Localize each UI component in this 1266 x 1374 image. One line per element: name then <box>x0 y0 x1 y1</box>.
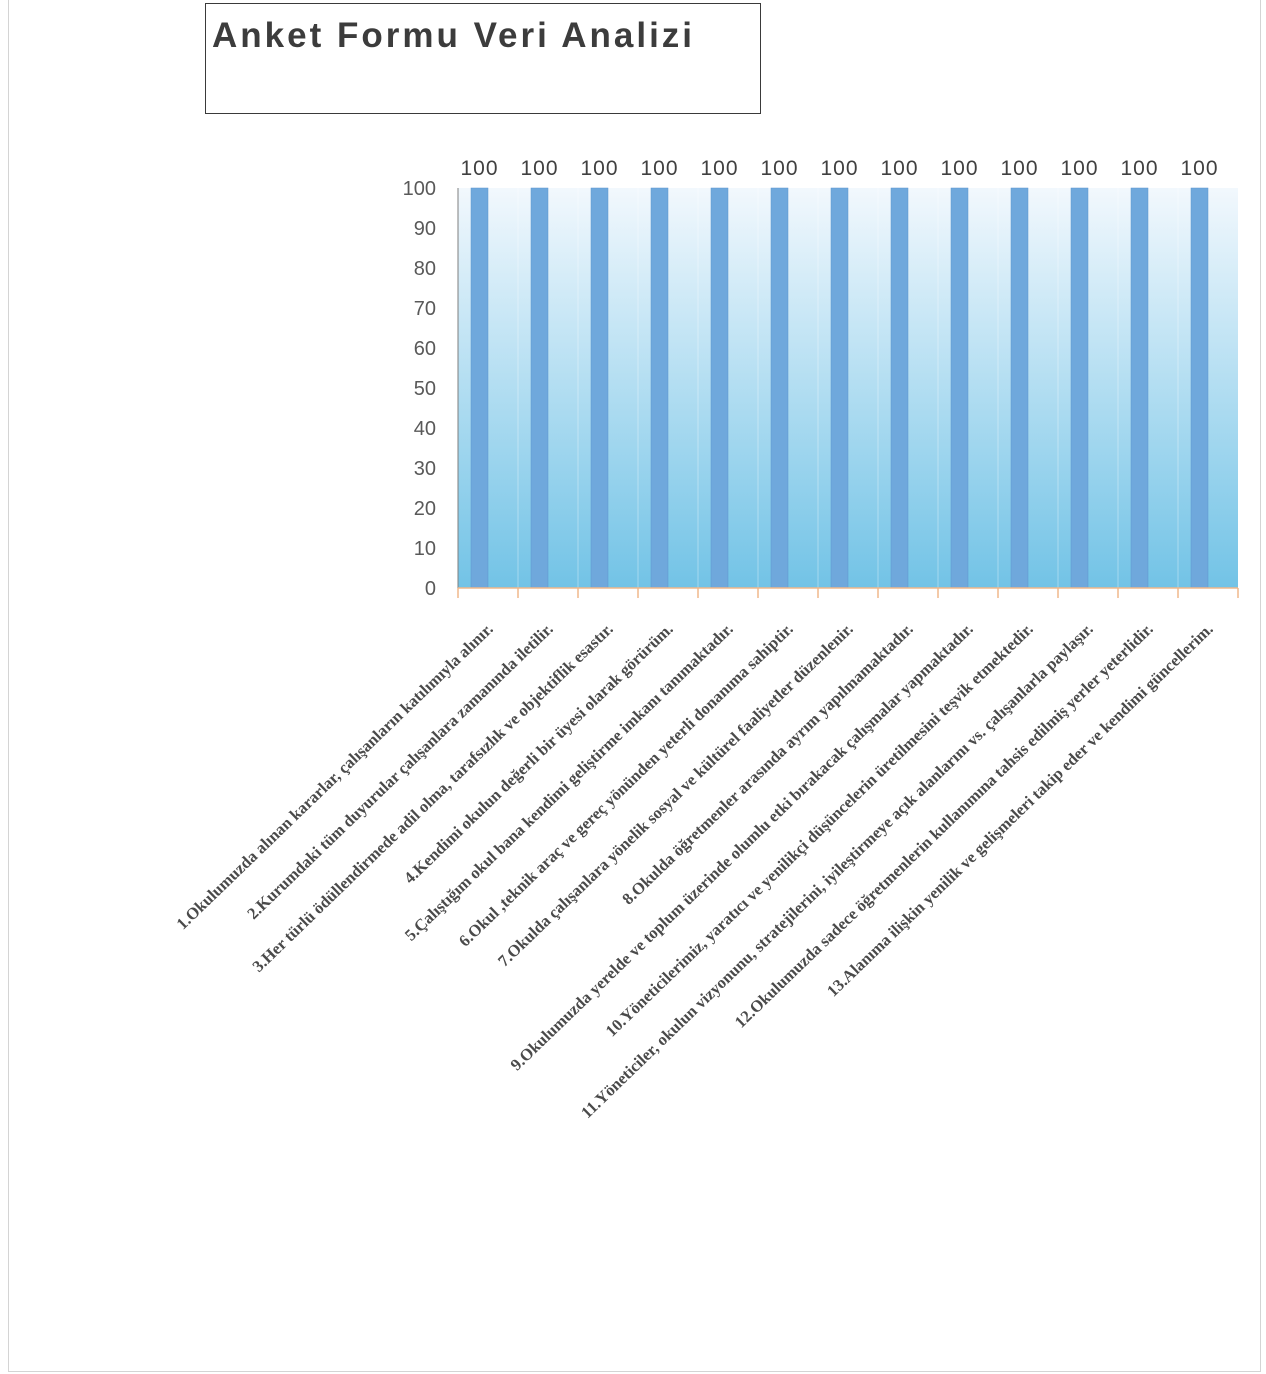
bar <box>770 187 789 589</box>
data-label: 100 <box>460 157 498 180</box>
data-label: 100 <box>1060 157 1098 180</box>
x-category-label: 13.Alanıma ilişkin yenilik ve gelişmeler… <box>823 619 1217 1000</box>
bar <box>590 187 609 589</box>
y-tick-label: 20 <box>414 498 436 520</box>
y-tick-label: 50 <box>414 378 436 400</box>
bar <box>1190 187 1209 589</box>
data-label: 100 <box>640 157 678 180</box>
data-label: 100 <box>700 157 738 180</box>
y-tick-label: 80 <box>414 258 436 280</box>
data-label: 100 <box>880 157 918 180</box>
data-label: 100 <box>520 157 558 180</box>
y-tick-label: 100 <box>403 178 436 200</box>
bar <box>1070 187 1089 589</box>
bar <box>530 187 549 589</box>
data-label: 100 <box>1180 157 1218 180</box>
bar <box>1130 187 1149 589</box>
y-tick-label: 60 <box>414 338 436 360</box>
data-label: 100 <box>940 157 978 180</box>
x-category-label: 8.Okulda öğretmenler arasında ayrım yapı… <box>618 619 917 908</box>
y-tick-label: 10 <box>414 538 436 560</box>
y-tick-label: 30 <box>414 458 436 480</box>
bar <box>470 187 489 589</box>
chart-title-box: Anket Formu Veri Analizi <box>205 3 761 114</box>
bar <box>710 187 729 589</box>
data-label: 100 <box>760 157 798 180</box>
data-label: 100 <box>580 157 618 180</box>
y-tick-label: 0 <box>425 578 436 600</box>
bar <box>890 187 909 589</box>
data-label: 100 <box>1000 157 1038 180</box>
bar <box>1010 187 1029 589</box>
bar <box>830 187 849 589</box>
y-tick-label: 90 <box>414 218 436 240</box>
chart-title: Anket Formu Veri Analizi <box>212 16 696 55</box>
data-label: 100 <box>820 157 858 180</box>
data-label: 100 <box>1120 157 1158 180</box>
y-tick-label: 70 <box>414 298 436 320</box>
bar <box>650 187 669 589</box>
bar <box>950 187 969 589</box>
y-tick-label: 40 <box>414 418 436 440</box>
page-frame <box>8 0 1261 1372</box>
